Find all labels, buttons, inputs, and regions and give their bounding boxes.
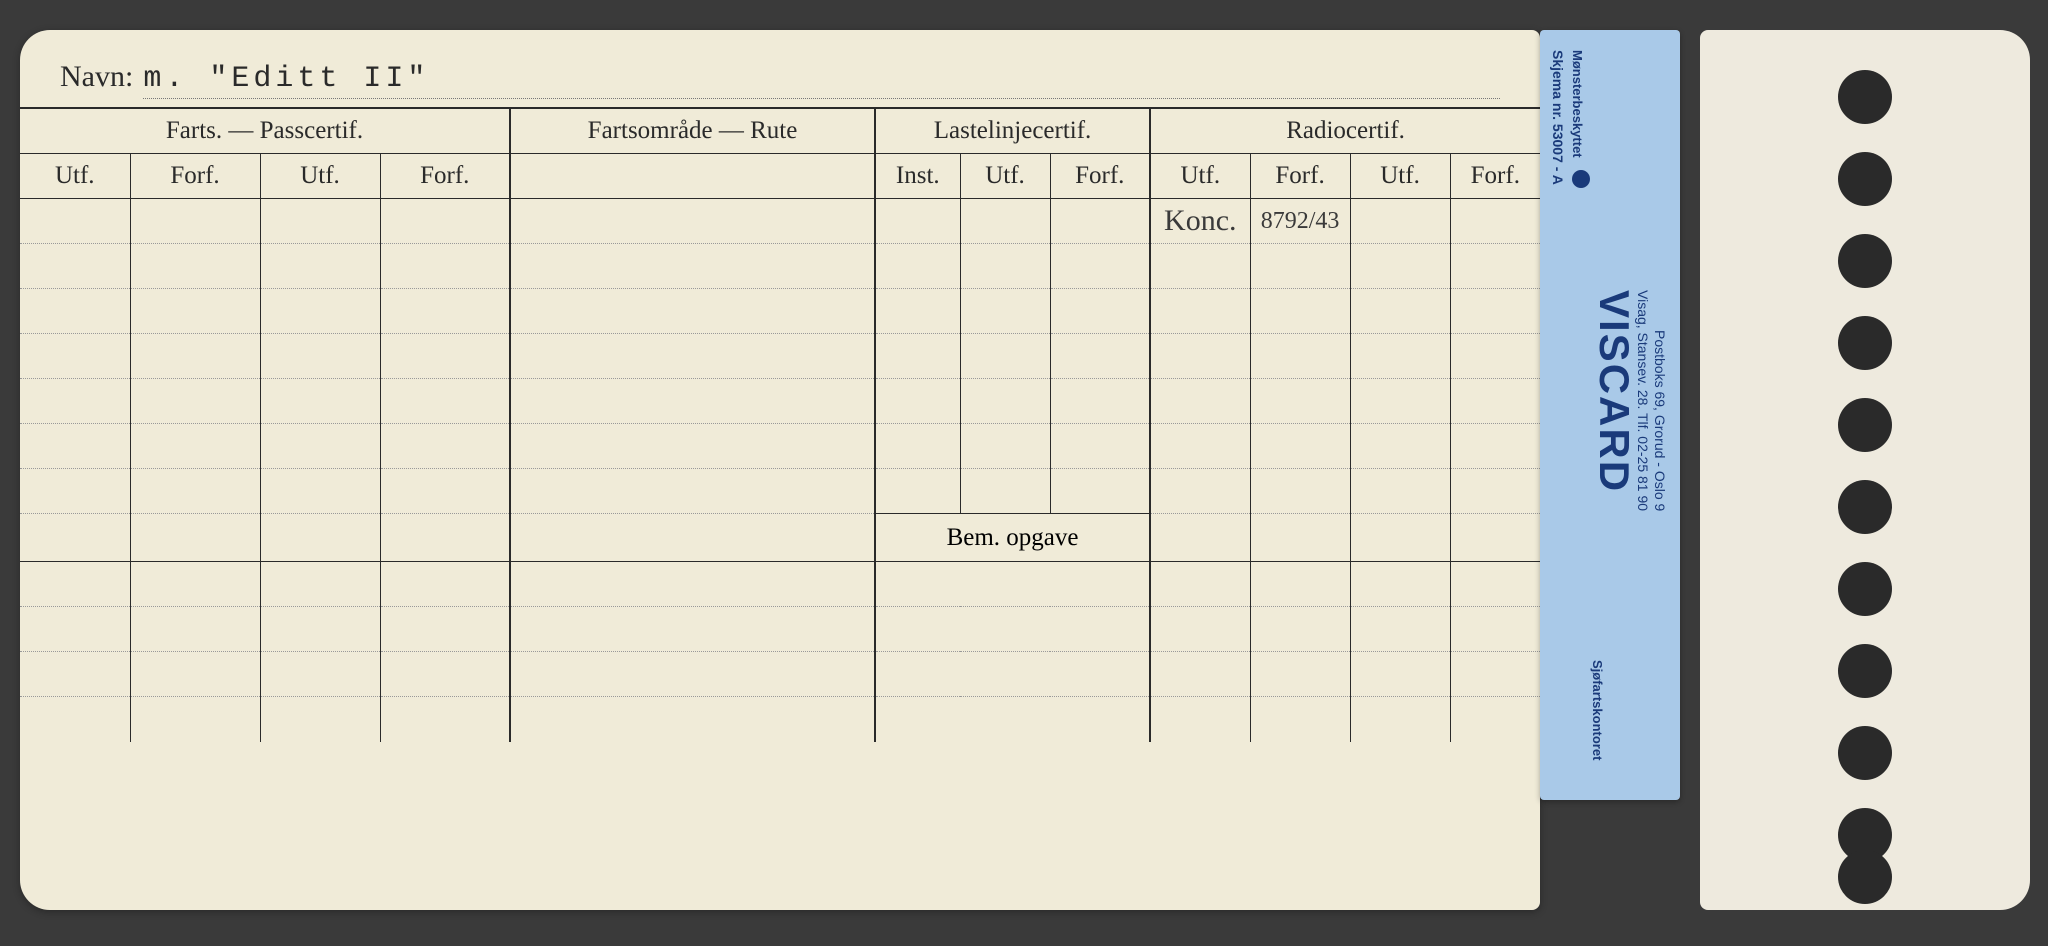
bem-opgave-row: Bem. opgave bbox=[20, 514, 1540, 562]
sub-forf-1: Forf. bbox=[130, 154, 260, 199]
punch-hole-icon bbox=[1838, 234, 1892, 288]
punch-hole-icon bbox=[1838, 644, 1892, 698]
name-value: m. "Editt II" bbox=[143, 62, 1500, 99]
tab-sjo: Sjøfartskontoret bbox=[1590, 660, 1605, 760]
punch-hole-icon bbox=[1838, 850, 1892, 904]
tab-brand: VISCARD bbox=[1590, 290, 1638, 493]
sub-forf-3: Forf. bbox=[1050, 154, 1150, 199]
table-row: Konc. 8792/43 bbox=[20, 199, 1540, 244]
sub-utf-4: Utf. bbox=[1150, 154, 1250, 199]
index-card: Navn: m. "Editt II" Farts. — Passcertif.… bbox=[20, 30, 1540, 910]
table-row bbox=[20, 562, 1540, 607]
sub-blank bbox=[510, 154, 875, 199]
sub-utf-1: Utf. bbox=[20, 154, 130, 199]
viscard-tab: Skjema nr. 53007 - A Mønsterbeskyttet VI… bbox=[1540, 30, 1680, 800]
radio-utf-handwritten: Konc. bbox=[1164, 204, 1236, 237]
header-fartsomrade: Fartsområde — Rute bbox=[510, 109, 875, 154]
bem-opgave-label: Bem. opgave bbox=[875, 514, 1150, 562]
table-row bbox=[20, 334, 1540, 379]
sub-forf-2: Forf. bbox=[380, 154, 510, 199]
punch-hole-icon bbox=[1838, 152, 1892, 206]
tab-skjema: Skjema nr. 53007 - A bbox=[1550, 50, 1566, 185]
table-row bbox=[20, 289, 1540, 334]
table-row bbox=[20, 607, 1540, 652]
tab-monster: Mønsterbeskyttet bbox=[1570, 50, 1585, 158]
table-row bbox=[20, 697, 1540, 742]
punch-strip bbox=[1700, 30, 2030, 910]
table-row bbox=[20, 469, 1540, 514]
tab-addr2: Postboks 69, Grorud - Oslo 9 bbox=[1652, 330, 1668, 511]
sub-utf-2: Utf. bbox=[260, 154, 380, 199]
punch-hole-icon bbox=[1838, 70, 1892, 124]
table-row bbox=[20, 652, 1540, 697]
name-label: Navn: bbox=[60, 60, 133, 94]
tab-addr1: Visag, Stansev. 28. Tlf. 02-25 81 90 bbox=[1635, 290, 1651, 511]
sub-utf-5: Utf. bbox=[1350, 154, 1450, 199]
table-row bbox=[20, 244, 1540, 289]
header-farts-pass: Farts. — Passcertif. bbox=[20, 109, 510, 154]
punch-hole-icon bbox=[1838, 480, 1892, 534]
punch-hole-icon bbox=[1838, 562, 1892, 616]
punch-hole-icon bbox=[1838, 726, 1892, 780]
sub-forf-5: Forf. bbox=[1450, 154, 1540, 199]
header-lastelinje: Lastelinjecertif. bbox=[875, 109, 1150, 154]
punch-hole-icon bbox=[1838, 316, 1892, 370]
sub-utf-3: Utf. bbox=[960, 154, 1050, 199]
punch-hole-icon bbox=[1838, 398, 1892, 452]
header-radio: Radiocertif. bbox=[1150, 109, 1540, 154]
sub-inst: Inst. bbox=[875, 154, 960, 199]
table-body: Konc. 8792/43 Bem. opgave bbox=[20, 199, 1540, 742]
name-row: Navn: m. "Editt II" bbox=[20, 60, 1540, 109]
radio-forf-handwritten: 8792/43 bbox=[1261, 208, 1340, 234]
table-row bbox=[20, 379, 1540, 424]
certificate-table: Farts. — Passcertif. Fartsområde — Rute … bbox=[20, 109, 1540, 742]
tab-dot-icon bbox=[1572, 170, 1590, 188]
sub-forf-4: Forf. bbox=[1250, 154, 1350, 199]
table-row bbox=[20, 424, 1540, 469]
